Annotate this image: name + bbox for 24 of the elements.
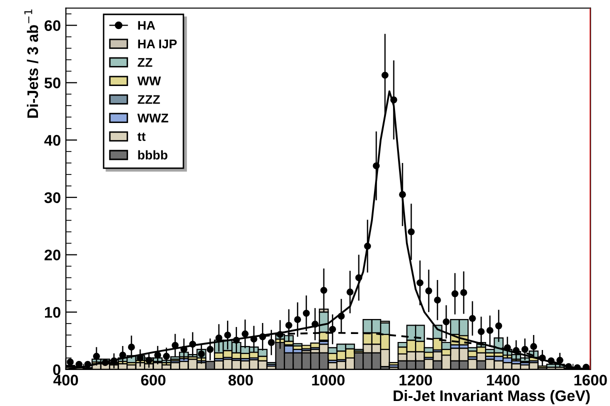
y-tick-label: 30 [44,192,60,204]
legend-label: HA [138,21,156,30]
x-tick-label: 1600 [574,374,607,386]
legend-label: WWZ [137,114,168,122]
y-tick-label: 0 [53,364,60,376]
y-tick-label: 50 [44,78,60,88]
x-tick-label: 1400 [487,374,520,386]
x-tick-label: 800 [228,374,253,386]
y-tick-label: 60 [44,20,60,32]
legend-label: ZZ [138,58,152,67]
y-tick-label: 10 [44,306,60,318]
legend-label: WW [137,76,161,86]
legend-label: bbbb [138,150,168,160]
y-tick-label: 40 [44,134,60,146]
x-tick-label: 1200 [400,374,432,386]
x-tick-label: 400 [53,374,78,386]
x-tick-label: 1000 [312,374,345,386]
x-axis-title: Di-Jet Invariant Mass (GeV) [394,390,590,404]
legend-label: tt [138,132,146,141]
legend-label: ZZZ [138,95,160,104]
y-tick-label: 20 [44,250,60,260]
y-axis-title: Di-Jets / 3 ab$^{−1}$ [24,10,38,118]
legend-label: HA IJP [138,40,177,48]
x-tick-label: 600 [141,374,166,386]
